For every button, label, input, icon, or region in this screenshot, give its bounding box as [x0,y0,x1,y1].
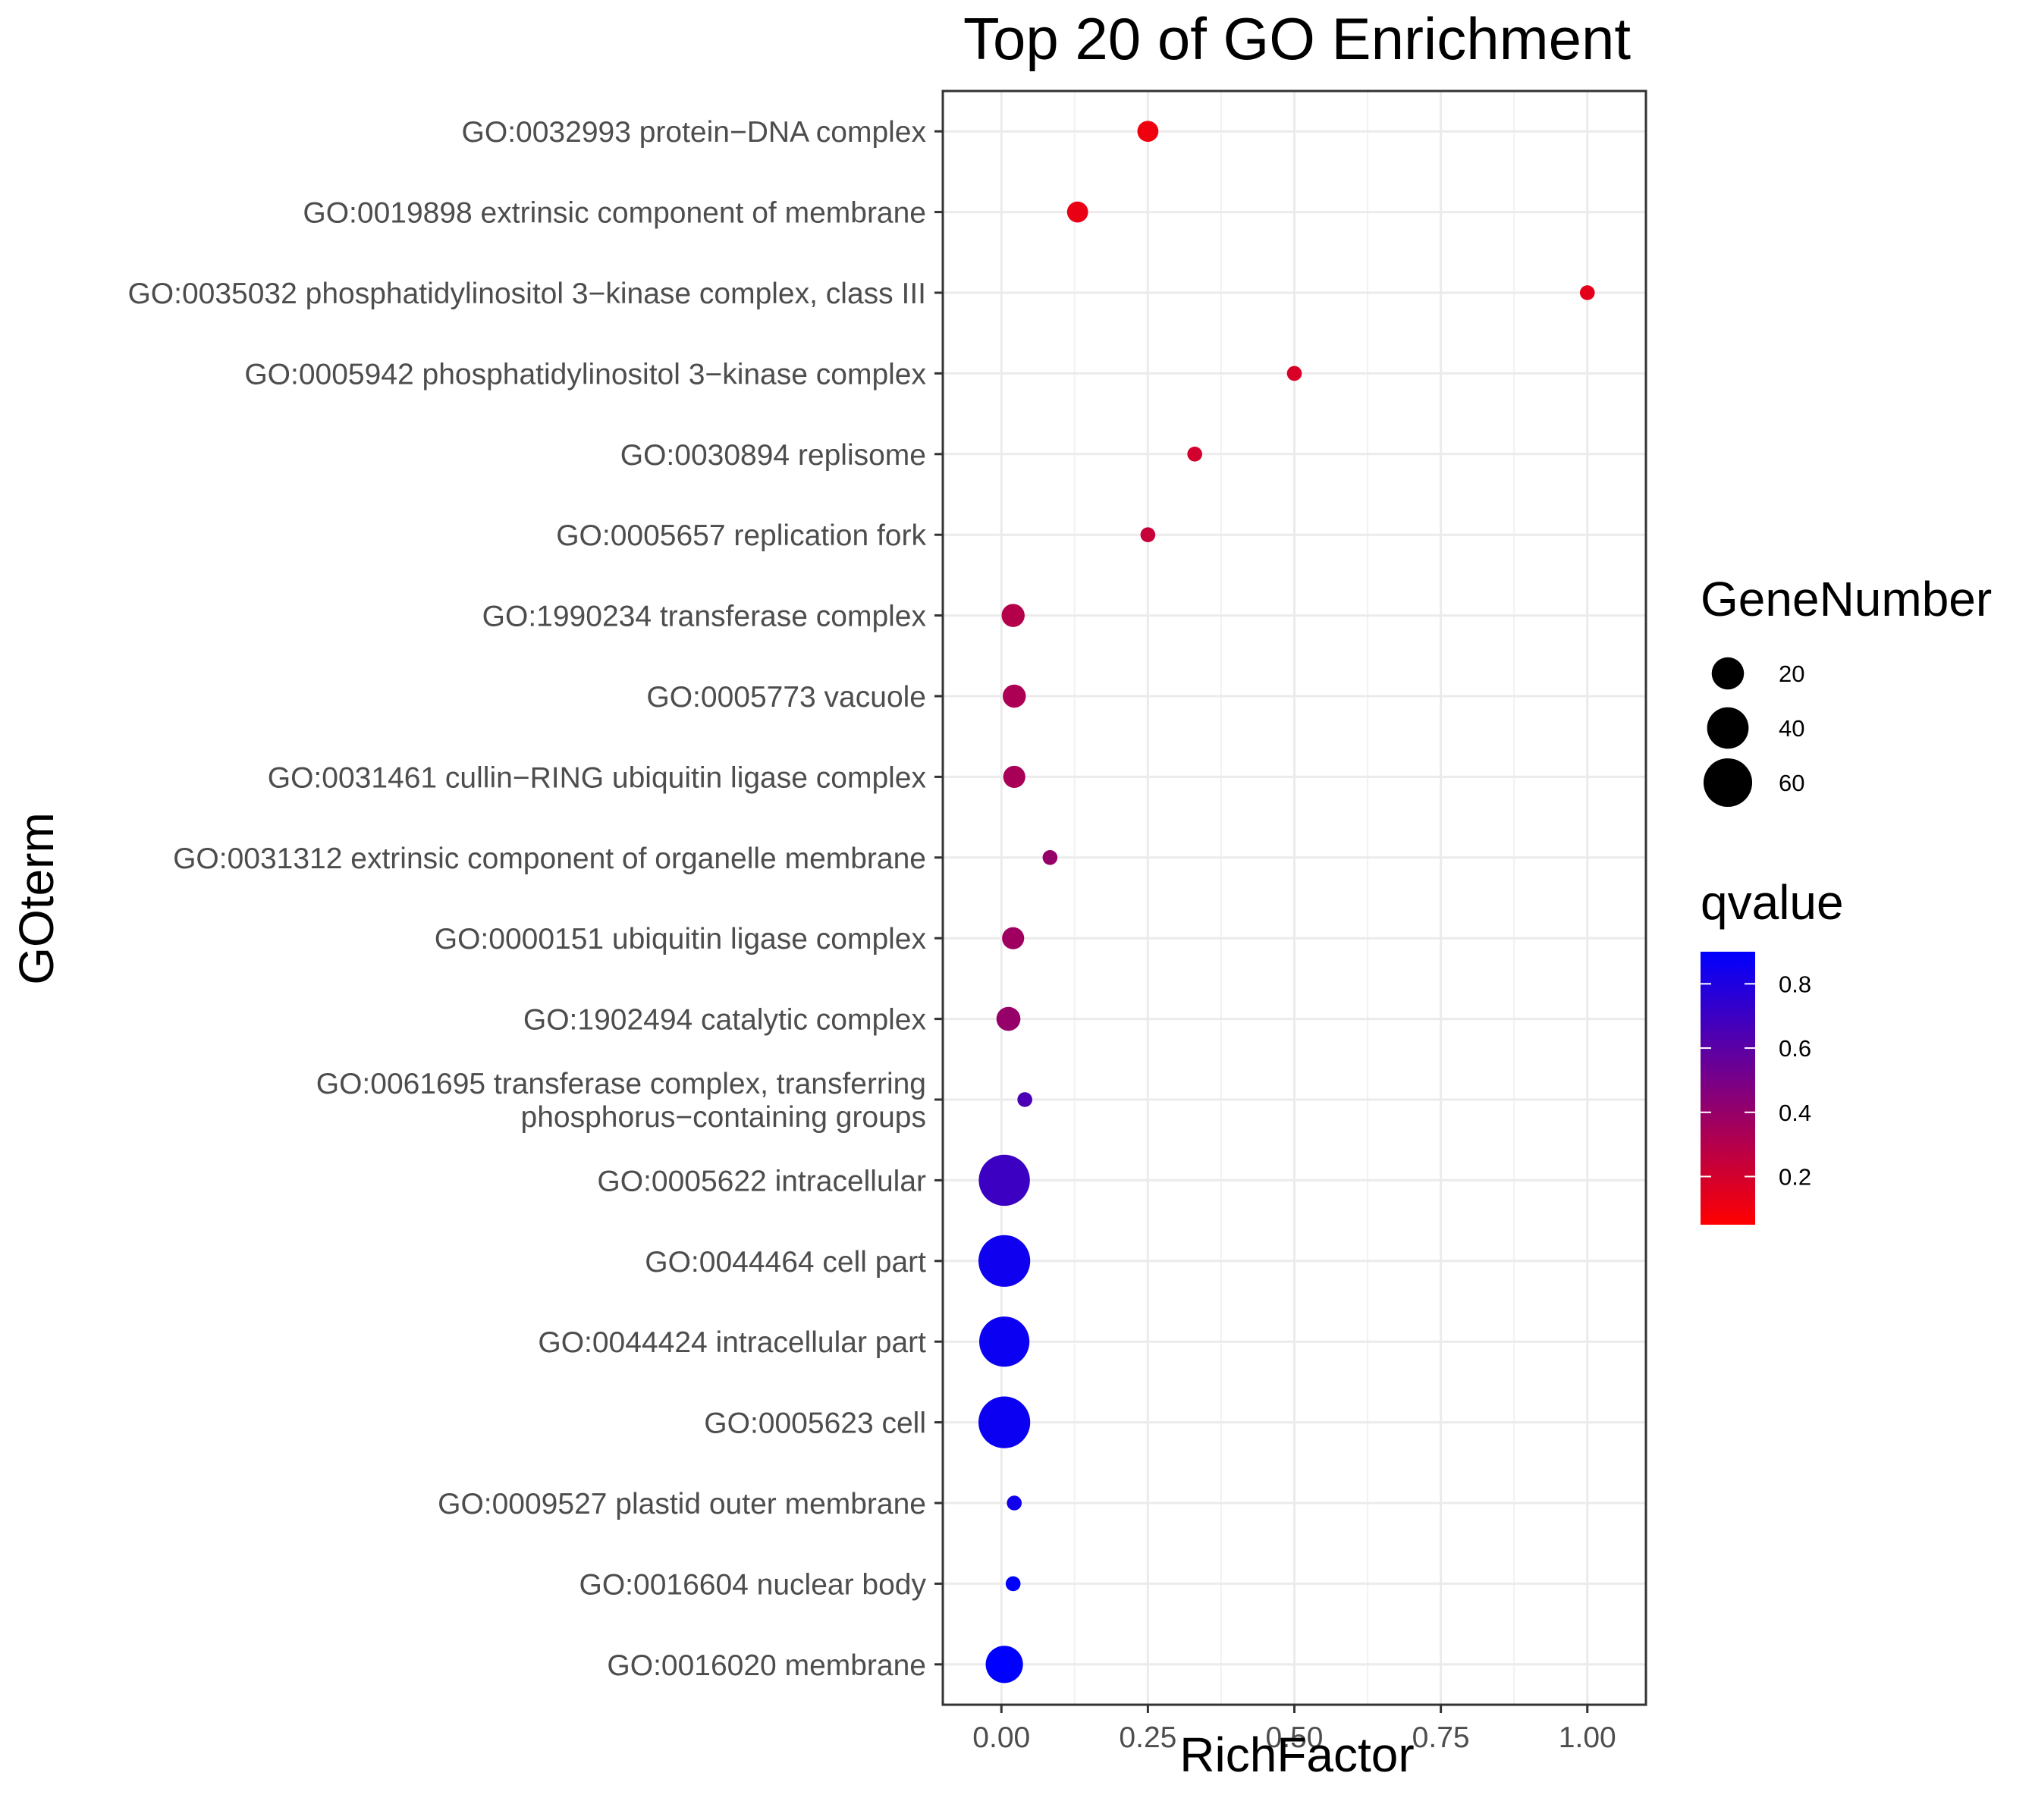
y-tick-label: GO:0044424 intracellular part [538,1326,926,1359]
size-legend: 20 40 60 [1703,657,1804,808]
data-point [1042,850,1058,865]
size-legend-title: GeneNumber [1701,572,1992,626]
data-point [1003,765,1025,788]
y-tick-label: GO:0005657 replication fork [556,519,926,552]
y-tick-label: GO:0009527 plastid outer membrane [438,1488,926,1520]
y-axis-title: GOterm [9,812,64,985]
size-legend-label: 40 [1779,715,1804,742]
size-legend-label: 20 [1779,661,1804,687]
data-point [1140,527,1156,542]
size-legend-key [1711,657,1745,690]
data-point [978,1396,1031,1448]
x-tick-label: 0.00 [972,1721,1030,1754]
color-legend-label: 0.6 [1779,1035,1811,1062]
y-tick-label: GO:0000151 ubiquitin ligase complex [435,923,927,956]
x-tick-label: 1.00 [1559,1721,1616,1754]
data-point [978,1154,1030,1207]
y-tick-label: GO:0019898 extrinsic component of membra… [303,197,926,230]
y-tick-label: GO:1902494 catalytic complex [523,1004,927,1037]
color-legend-label: 0.8 [1779,971,1811,997]
data-point [1002,927,1025,949]
data-point [1005,1576,1021,1592]
y-tick-label: GO:0016604 nuclear body [579,1568,927,1601]
y-tick-label: GO:0005623 cell [704,1407,926,1440]
color-legend-title: qvalue [1701,875,1844,930]
x-tick-label: 0.25 [1119,1721,1176,1754]
data-point [1187,447,1202,462]
y-tick-label: GO:0044464 cell part [645,1246,926,1279]
data-point [1137,121,1159,143]
y-tick-label: GO:0030894 replisome [620,439,926,472]
data-point [1003,684,1026,708]
y-tick-label: GO:0032993 protein−DNA complex [462,116,927,149]
y-tick-label: GO:0031312 extrinsic component of organe… [173,843,926,875]
y-tick-label: GO:0005942 phosphatidylinositol 3−kinase… [244,358,926,391]
data-point [985,1646,1023,1684]
x-tick-label: 0.75 [1412,1721,1470,1754]
y-tick-label: GO:0005773 vacuole [646,681,926,714]
y-tick-label: GO:0061695 transferase complex, transfer… [316,1068,926,1134]
size-legend-label: 60 [1779,770,1804,796]
x-tick-label: 0.50 [1266,1721,1324,1754]
data-point [978,1235,1031,1287]
color-legend-label: 0.2 [1779,1163,1811,1190]
y-tick-label: GO:0031461 cullin−RING ubiquitin ligase … [268,761,927,794]
data-point [996,1006,1021,1031]
data-point [1066,201,1088,223]
y-tick-label: GO:0005622 intracellular [597,1165,926,1197]
x-axis-title: RichFactor [1179,1727,1414,1782]
data-point [1579,285,1595,300]
data-point [1286,366,1302,381]
data-point [1017,1092,1032,1107]
plot-area: GO:0032993 protein−DNA complex GO:0019898… [127,89,1647,1754]
color-legend-label: 0.4 [1779,1100,1811,1126]
y-tick-label: GO:1990234 transferase complex [482,601,927,633]
y-tick-label: GO:0035032 phosphatidylinositol 3−kinase… [127,278,926,310]
data-point [1007,1495,1022,1511]
chart-title: Top 20 of GO Enrichment [963,5,1631,72]
size-legend-key [1703,758,1753,808]
color-legend: 0.2 0.4 0.6 0.8 [1701,952,1811,1225]
color-legend-bar [1701,952,1755,1225]
data-point [1001,604,1025,627]
size-legend-key [1707,707,1749,749]
data-point [979,1316,1030,1367]
y-tick-label: GO:0016020 membrane [607,1649,926,1682]
